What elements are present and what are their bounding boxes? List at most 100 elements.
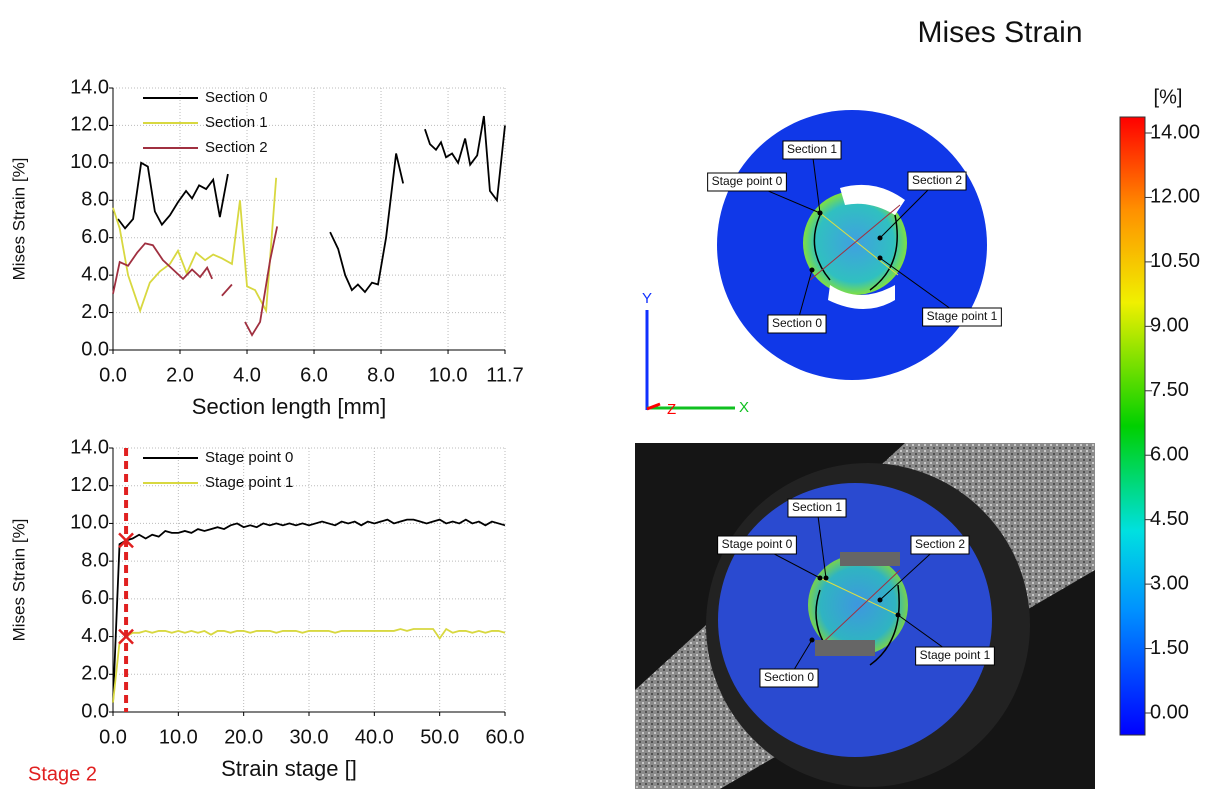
legend-label: Section 1 <box>205 114 268 131</box>
y-axis-title: Mises Strain [%] <box>9 158 28 281</box>
map-label: Section 0 <box>764 670 814 684</box>
leader-line <box>811 149 821 214</box>
map-point <box>877 255 883 261</box>
x-tick-label: 2.0 <box>166 364 194 386</box>
y-tick-label: 4.0 <box>81 625 109 647</box>
y-tick-label: 6.0 <box>81 226 109 248</box>
y-tick-label: 14.0 <box>70 436 109 458</box>
y-tick-label: 0.0 <box>81 338 109 360</box>
y-tick-label: 10.0 <box>70 151 109 173</box>
map-label: Stage point 1 <box>927 309 998 323</box>
stage-point-marker <box>118 532 134 549</box>
camera-image <box>635 443 1095 789</box>
legend-label: Stage point 0 <box>205 449 293 466</box>
series-line <box>112 226 279 337</box>
series-line <box>112 518 506 703</box>
map-point <box>809 267 815 273</box>
strain-map <box>717 110 987 380</box>
map-point <box>823 575 829 581</box>
y-tick-label: 0.0 <box>81 700 109 722</box>
colorbar-tick-label: 10.50 <box>1150 250 1200 272</box>
title: Mises Strain <box>917 16 1082 49</box>
x-tick-label: 40.0 <box>355 726 394 748</box>
map-label-box <box>717 535 797 555</box>
axis-triad: Y Z X <box>642 290 749 418</box>
y-tick-label: 8.0 <box>81 189 109 211</box>
y-tick-label: 2.0 <box>81 301 109 323</box>
map-point <box>877 597 883 603</box>
x-tick-label: 50.0 <box>420 726 459 748</box>
map-point <box>817 210 823 216</box>
x-tick-label: 4.0 <box>233 364 261 386</box>
map-label-box <box>707 172 787 192</box>
series-line <box>117 115 506 294</box>
colorbar-tick-label: 6.00 <box>1150 444 1189 466</box>
map-label-box <box>787 498 847 518</box>
y-tick-label: 12.0 <box>70 474 109 496</box>
map-label: Section 1 <box>787 142 837 156</box>
x-tick-label: 30.0 <box>290 726 329 748</box>
leader-line <box>879 257 963 318</box>
colorbar-tick-label: 4.50 <box>1150 508 1189 530</box>
map-label-box <box>907 171 967 191</box>
y-axis-title: Mises Strain [%] <box>9 519 28 642</box>
map-label-box <box>922 307 1002 327</box>
colorbar-tick-label: 9.00 <box>1150 315 1189 337</box>
x-tick-label: 6.0 <box>300 364 328 386</box>
x-tick-label: 20.0 <box>224 726 263 748</box>
x-tick-label: 10.0 <box>429 364 468 386</box>
legend-label: Stage point 1 <box>205 474 293 491</box>
map-point <box>817 575 823 581</box>
x-axis-title: Section length [mm] <box>192 394 386 419</box>
x-tick-label: 60.0 <box>486 726 525 748</box>
axis-z-label: Z <box>667 401 676 418</box>
map-label: Section 2 <box>912 173 962 187</box>
map-label: Stage point 0 <box>722 537 793 551</box>
stage-label: Stage 2 <box>28 763 97 785</box>
map-label: Section 2 <box>915 537 965 551</box>
map-point <box>877 235 883 241</box>
series-line <box>112 177 278 314</box>
x-tick-label: 10.0 <box>159 726 198 748</box>
map-label: Stage point 1 <box>920 648 991 662</box>
y-tick-label: 14.0 <box>70 76 109 98</box>
axis-y-label: Y <box>642 290 652 307</box>
x-tick-label: 0.0 <box>99 726 127 748</box>
y-tick-label: 8.0 <box>81 549 109 571</box>
x-tick-label: 0.0 <box>99 364 127 386</box>
y-tick-label: 2.0 <box>81 663 109 685</box>
colorbar-tick-label: 12.00 <box>1150 186 1200 208</box>
map-label: Section 1 <box>792 500 842 514</box>
legend-label: Section 0 <box>205 89 268 106</box>
axis-x-label: X <box>739 399 749 416</box>
map-label-box <box>782 140 842 160</box>
y-tick-label: 12.0 <box>70 114 109 136</box>
map-label-box <box>767 314 827 334</box>
leader-line <box>816 507 827 579</box>
legend-label: Section 2 <box>205 139 268 156</box>
map-label: Section 0 <box>772 316 822 330</box>
colorbar <box>1119 116 1146 736</box>
x-tick-label: 11.7 <box>486 364 523 386</box>
map-label-box <box>759 668 819 688</box>
stage-point-marker <box>118 628 134 645</box>
series-line <box>112 627 506 703</box>
colorbar-tick-label: 14.00 <box>1150 121 1200 143</box>
map-point <box>809 637 815 643</box>
map-point <box>895 612 901 618</box>
colorbar-tick-label: 7.50 <box>1150 379 1189 401</box>
y-tick-label: 6.0 <box>81 587 109 609</box>
map-label-box <box>910 535 970 555</box>
map-label-box <box>915 646 995 666</box>
x-tick-label: 8.0 <box>367 364 395 386</box>
x-axis-title: Strain stage [] <box>221 756 357 781</box>
y-tick-label: 10.0 <box>70 512 109 534</box>
colorbar-tick-label: 0.00 <box>1150 701 1189 723</box>
colorbar-tick-label: 1.50 <box>1150 637 1189 659</box>
y-tick-label: 4.0 <box>81 263 109 285</box>
colorbar-unit: [%] <box>1154 86 1183 108</box>
map-label: Stage point 0 <box>712 174 783 188</box>
colorbar-tick-label: 3.00 <box>1150 572 1189 594</box>
